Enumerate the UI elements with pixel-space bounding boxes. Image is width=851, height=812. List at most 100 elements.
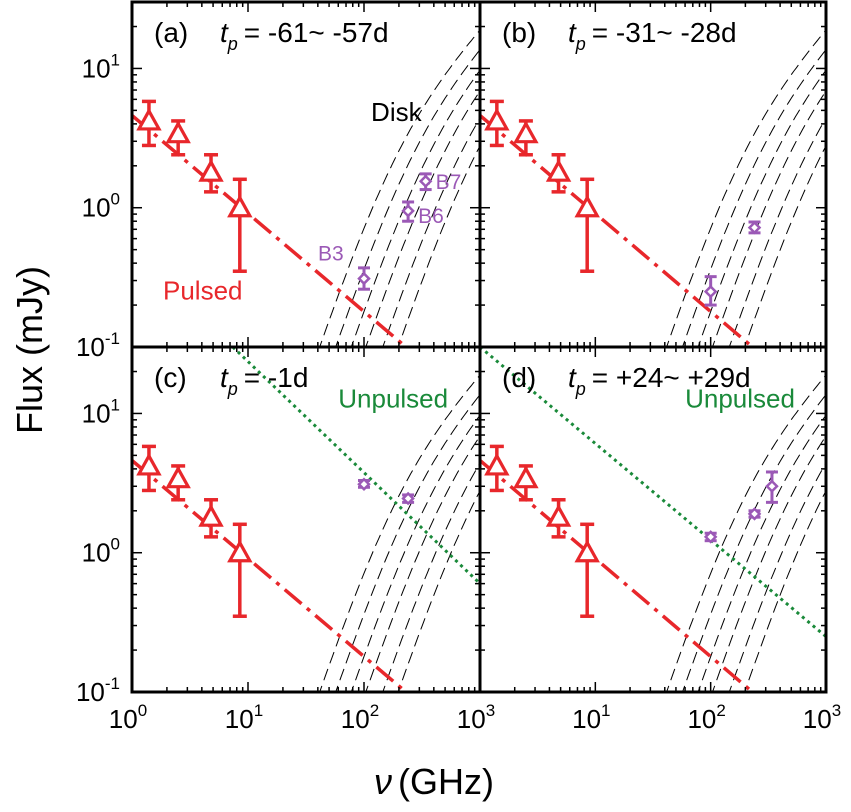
disk-model-curve	[728, 462, 826, 692]
disk-model-curve	[744, 489, 826, 692]
pulsed-data-point	[136, 107, 162, 131]
alma-data-point	[418, 174, 433, 188]
panel-tp-text: tp = -61~ -57d	[220, 17, 389, 54]
disk-model-curve	[666, 29, 826, 347]
pulsed-data-point	[574, 194, 600, 218]
pulsed-data-point	[545, 158, 572, 182]
panel-plot-area	[480, 347, 826, 692]
pulsed-data-point	[513, 120, 539, 144]
disk-model-curve	[350, 414, 480, 692]
x-axis-label: ν (GHz)	[374, 761, 494, 802]
x-tick-label: 101	[572, 701, 610, 734]
pulsed-data-point	[227, 539, 253, 563]
disk-model-curve	[365, 435, 480, 692]
disk-model-curve	[397, 489, 480, 692]
disk-model-curve	[711, 435, 826, 692]
x-tick-label: 103	[457, 701, 495, 734]
alma-band-label: B3	[318, 243, 344, 266]
disk-model-curve	[681, 393, 826, 692]
disk-model-curve	[728, 117, 826, 347]
svg-text:ν: ν	[374, 761, 392, 802]
y-tick-label: 100	[82, 535, 120, 568]
panel-a: (a) tp = -61~ -57d Disk Pulsed B3 B6 B7	[130, 0, 482, 349]
alma-data-point	[703, 530, 718, 544]
x-tick-label: 100	[109, 701, 147, 734]
disk-label: Disk	[371, 97, 423, 127]
pulsed-data-point	[545, 503, 572, 527]
pulsed-data-point	[574, 539, 600, 563]
x-tick-label: 102	[341, 701, 379, 734]
panel-b: (b) tp = -31~ -28d	[478, 0, 828, 349]
unpulsed-fit-line	[480, 347, 826, 638]
y-tick-label: 10-1	[76, 329, 120, 362]
disk-model-curve	[697, 69, 826, 347]
disk-model-curve	[365, 90, 480, 347]
pulsed-data-point	[484, 107, 510, 131]
disk-model-curve	[350, 69, 480, 347]
svg-text:(GHz): (GHz)	[398, 761, 494, 802]
disk-model-curve	[744, 144, 826, 347]
y-tick-label: 101	[82, 50, 120, 83]
disk-model-curve	[382, 462, 480, 692]
alma-data-point	[357, 271, 371, 286]
pulsed-data-point	[513, 465, 539, 489]
pulsed-label: Pulsed	[163, 275, 243, 305]
x-tick-label: 102	[687, 701, 725, 734]
pulsed-data-point	[136, 452, 162, 476]
pulsed-data-point	[198, 503, 224, 527]
pulsed-data-point	[165, 120, 191, 144]
panel-frame	[478, 345, 828, 694]
x-tick-label: 101	[225, 701, 263, 734]
disk-model-curve	[697, 414, 826, 692]
disk-model-curve	[319, 29, 480, 347]
unpulsed-label: Unpulsed	[685, 384, 795, 414]
panel-ticks	[479, 346, 826, 693]
alma-data-point	[747, 220, 762, 235]
panel-label: (b)	[502, 17, 536, 48]
y-tick-label: 100	[82, 190, 120, 223]
unpulsed-label: Unpulsed	[338, 384, 448, 414]
disk-model-curve	[382, 117, 480, 347]
alma-data-point	[401, 204, 415, 218]
panel-ticks	[479, 1, 826, 348]
disk-model-curve	[335, 48, 480, 347]
disk-model-curve	[681, 48, 826, 347]
disk-model-curve	[319, 374, 480, 692]
unpulsed-fit-line	[231, 347, 480, 585]
pulsed-fit-line	[480, 459, 754, 692]
panel-tp-text: tp = -31~ -28d	[568, 17, 737, 54]
disk-model-curve	[666, 374, 826, 692]
y-tick-label: 101	[82, 395, 120, 428]
disk-model-curve	[711, 90, 826, 347]
panel-tp-text: tp = -1d	[220, 362, 308, 399]
alma-data-point	[357, 477, 371, 492]
panel-label: (c)	[154, 362, 187, 393]
alma-data-point	[747, 507, 762, 521]
pulsed-fit-line	[480, 114, 754, 347]
alma-data-point	[401, 491, 415, 506]
panel-tp-text: tp = +24~ +29d	[568, 362, 751, 399]
disk-model-curve	[335, 393, 480, 692]
pulsed-fit-line	[132, 459, 408, 692]
pulsed-data-point	[165, 465, 191, 489]
panel-label: (a)	[154, 17, 188, 48]
panel-plot-area	[480, 29, 826, 347]
pulsed-data-point	[484, 452, 510, 476]
pulsed-data-point	[227, 194, 253, 218]
disk-model-curve	[397, 144, 480, 347]
panel-c: (c) tp = -1d Unpulsed	[130, 345, 482, 694]
x-tick-label: 103	[803, 701, 841, 734]
y-axis-label: Flux (mJy)	[9, 266, 50, 434]
panel-label: (d)	[502, 362, 536, 393]
panel-frame	[478, 0, 828, 349]
y-tick-label: 10-1	[76, 674, 120, 707]
pulsed-fit-line	[132, 114, 408, 347]
alma-band-label: B7	[436, 171, 462, 194]
alma-data-point	[703, 284, 718, 299]
pulsed-data-point	[198, 158, 224, 182]
alma-data-point	[765, 479, 779, 494]
alma-band-label: B6	[418, 205, 444, 228]
panel-plot-area	[132, 29, 480, 347]
